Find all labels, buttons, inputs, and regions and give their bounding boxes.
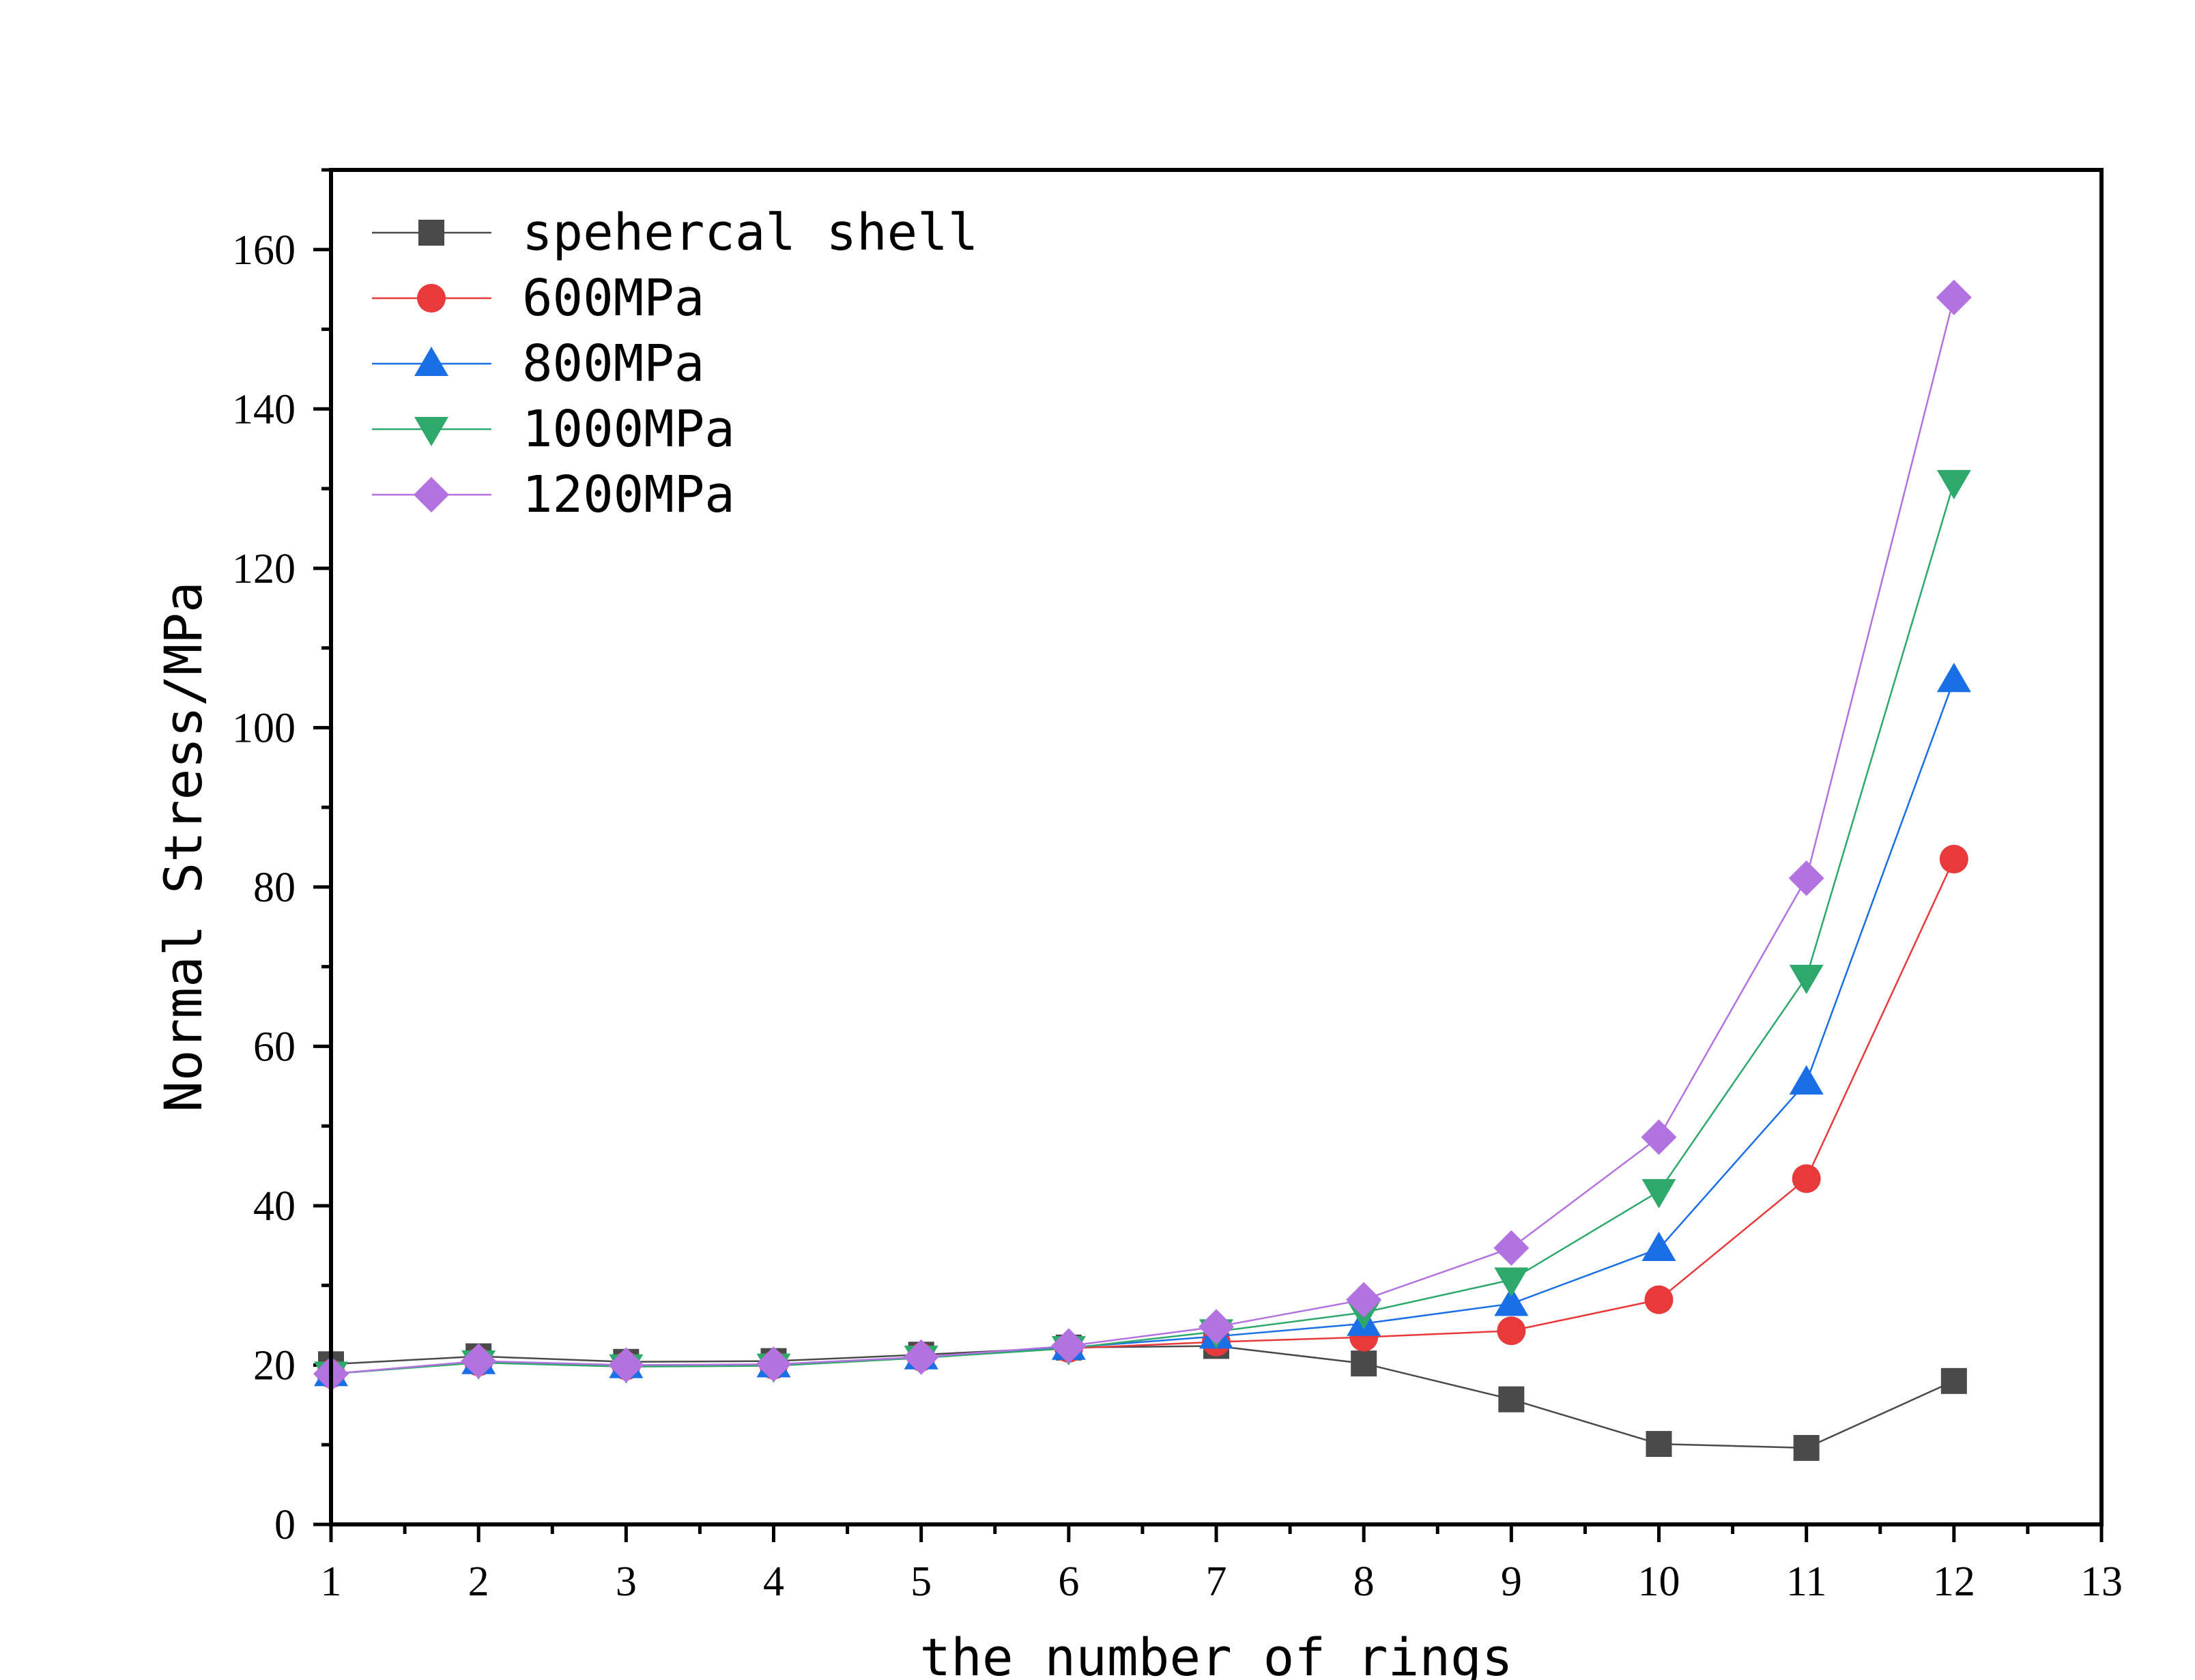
series-4	[313, 279, 1972, 1392]
x-tick-label: 4	[763, 1559, 784, 1605]
data-point	[1493, 1230, 1530, 1266]
series-line	[330, 482, 1955, 1375]
data-point	[1793, 1434, 1820, 1461]
legend-label: spehercal shell	[522, 203, 978, 262]
legend-item: 800MPa	[372, 334, 704, 393]
legend-item: spehercal shell	[372, 203, 978, 262]
y-tick-label: 40	[253, 1183, 296, 1230]
data-point	[1940, 1367, 1967, 1394]
legend-label: 600MPa	[522, 269, 704, 328]
data-point	[1494, 1267, 1529, 1297]
data-point	[1641, 1231, 1676, 1261]
x-tick-label: 1	[321, 1559, 342, 1605]
data-point	[756, 1346, 792, 1382]
data-point	[1936, 279, 1972, 315]
y-tick-label: 0	[274, 1502, 296, 1548]
legend-marker	[414, 347, 448, 376]
series-line	[330, 297, 1955, 1375]
legend: spehercal shell 600MPa 800MPa 1000MPa 1200MP…	[372, 203, 978, 524]
x-tick-label: 7	[1206, 1559, 1227, 1605]
data-point	[1936, 663, 1971, 693]
legend-label: 1200MPa	[522, 465, 735, 524]
data-point	[1497, 1316, 1526, 1346]
legend-item: 600MPa	[372, 269, 704, 328]
legend-marker	[417, 284, 446, 313]
x-tick-label: 5	[910, 1559, 932, 1605]
data-point	[1646, 1431, 1672, 1458]
data-point	[1939, 845, 1968, 874]
x-tick-label: 9	[1501, 1559, 1522, 1605]
data-point	[1789, 1065, 1824, 1095]
x-tick-label: 12	[1933, 1559, 1975, 1605]
x-tick-label: 6	[1058, 1559, 1079, 1605]
x-tick-label: 8	[1353, 1559, 1375, 1605]
legend-marker	[414, 417, 448, 446]
y-tick-label: 80	[253, 865, 296, 911]
data-point	[461, 1343, 497, 1379]
x-tick-label: 11	[1786, 1559, 1827, 1605]
data-point	[1346, 1281, 1382, 1318]
y-tick-label: 100	[232, 705, 296, 751]
legend-item: 1000MPa	[372, 400, 735, 459]
x-tick-label: 3	[616, 1559, 637, 1605]
data-point	[1644, 1285, 1674, 1314]
data-point	[1641, 1119, 1677, 1155]
data-point	[1498, 1386, 1525, 1413]
data-point	[1351, 1350, 1377, 1377]
y-tick-label: 140	[232, 386, 296, 433]
data-series	[313, 279, 1972, 1461]
data-point	[1641, 1178, 1676, 1208]
series-line	[330, 1345, 1955, 1449]
data-point	[1792, 1164, 1821, 1193]
data-point	[1789, 964, 1824, 994]
x-tick-label: 10	[1638, 1559, 1680, 1605]
x-tick-label: 13	[2080, 1559, 2123, 1605]
legend-marker	[418, 220, 444, 246]
data-point	[903, 1339, 939, 1375]
x-axis-title: the number of rings	[919, 1627, 1512, 1680]
data-point	[1050, 1328, 1087, 1364]
data-point	[1199, 1309, 1234, 1345]
legend-item: 1200MPa	[372, 465, 735, 524]
legend-label: 1000MPa	[522, 400, 735, 459]
plot-frame	[329, 168, 2104, 1526]
y-axis-title: Normal Stress/MPa	[153, 581, 214, 1112]
legend-marker	[414, 477, 449, 512]
data-point	[1494, 1286, 1529, 1316]
data-point	[1788, 860, 1824, 897]
legend-label: 800MPa	[522, 334, 704, 393]
data-point	[1936, 469, 1971, 499]
y-tick-label: 60	[253, 1024, 296, 1070]
y-tick-label: 20	[253, 1342, 296, 1389]
data-point	[608, 1347, 644, 1383]
x-tick-label: 2	[468, 1559, 489, 1605]
y-tick-label: 120	[232, 546, 296, 592]
y-tick-label: 160	[232, 227, 296, 274]
